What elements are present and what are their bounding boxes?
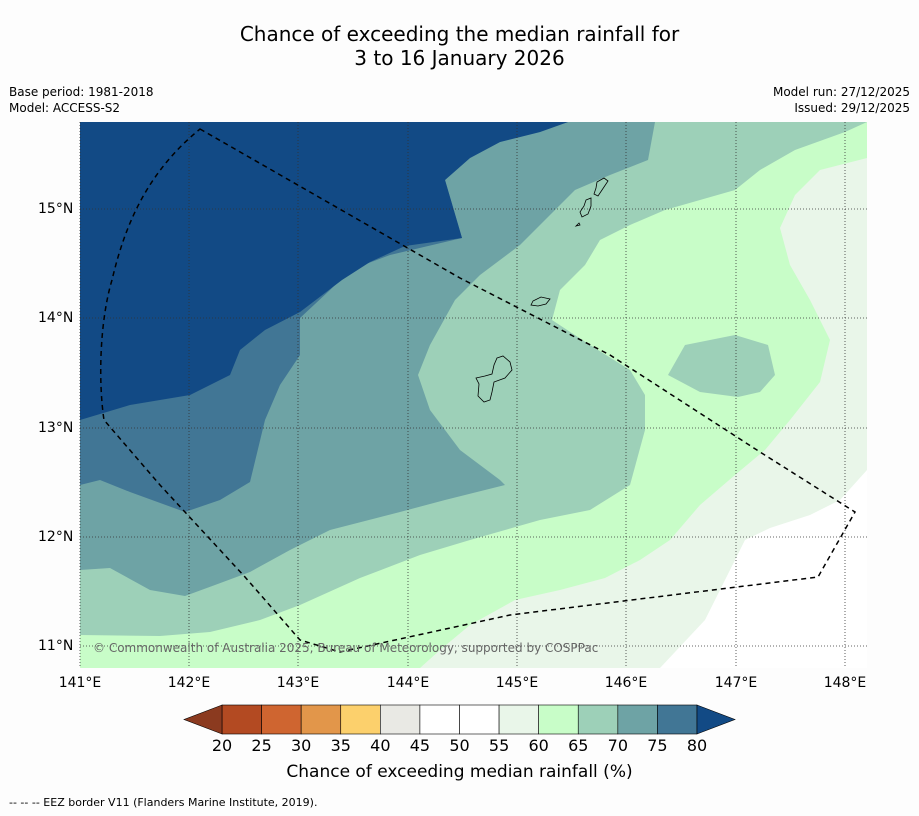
meta-right: Model run: 27/12/2025 Issued: 29/12/2025 [773,84,910,116]
base-period: Base period: 1981-2018 [9,85,154,99]
lat-label-15: 15°N [38,201,74,217]
colorbar-tick-75: 75 [647,736,668,755]
copyright-notice: © Commonwealth of Australia 2025, Bureau… [93,641,599,655]
band-above-80 [80,122,568,420]
lat-label-12: 12°N [38,529,74,545]
title-line-2: 3 to 16 January 2026 [354,46,565,70]
colorbar-tick-55: 55 [488,736,510,755]
colorbar-tick-30: 30 [290,736,312,755]
lon-label-145: 145°E [495,675,539,691]
colorbar-tick-65: 65 [568,736,589,755]
lon-label-147: 147°E [714,675,758,691]
model-name: Model: ACCESS-S2 [9,101,121,115]
colorbar-label: Chance of exceeding median rainfall (%) [286,762,633,782]
title-line-1: Chance of exceeding the median rainfall … [239,22,680,46]
eez-legend: -- -- -- EEZ border V11 (Flanders Marine… [9,796,318,809]
colorbar-tick-50: 50 [449,736,470,755]
island-saipan [593,177,609,197]
lon-label-142: 142°E [167,675,211,691]
colorbar-tick-60: 60 [528,736,549,755]
model-run: Model run: 27/12/2025 [772,85,910,99]
lat-label-11: 11°N [38,638,74,654]
lon-label-144: 144°E [386,675,430,691]
lon-label-146: 146°E [604,675,648,691]
island-tinian [579,197,592,218]
colorbar-tick-80: 80 [686,736,708,755]
eez-border [99,128,857,653]
meta-left: Base period: 1981-2018 Model: ACCESS-S2 [9,84,154,116]
colorbar-tick-70: 70 [607,736,628,755]
colorbar-tick-25: 25 [251,736,272,755]
colorbar-tick-45: 45 [409,736,431,755]
lon-label-141: 141°E [58,675,102,691]
island-guam [475,355,513,403]
band-50-55 [660,470,867,668]
colorbar-tick-35: 35 [330,736,351,755]
local-patch-65-70 [668,335,775,397]
lon-label-143: 143°E [276,675,320,691]
island-rota [530,296,551,307]
lat-label-14: 14°N [38,310,74,326]
island-aguijan [574,222,581,227]
chart-title: Chance of exceeding the median rainfall … [0,22,919,70]
colorbar-tick-40: 40 [370,736,391,755]
lon-label-148: 148°E [823,675,867,691]
colorbar-tick-20: 20 [211,736,233,755]
issued-date: Issued: 29/12/2025 [794,101,910,115]
lat-label-13: 13°N [38,420,74,436]
